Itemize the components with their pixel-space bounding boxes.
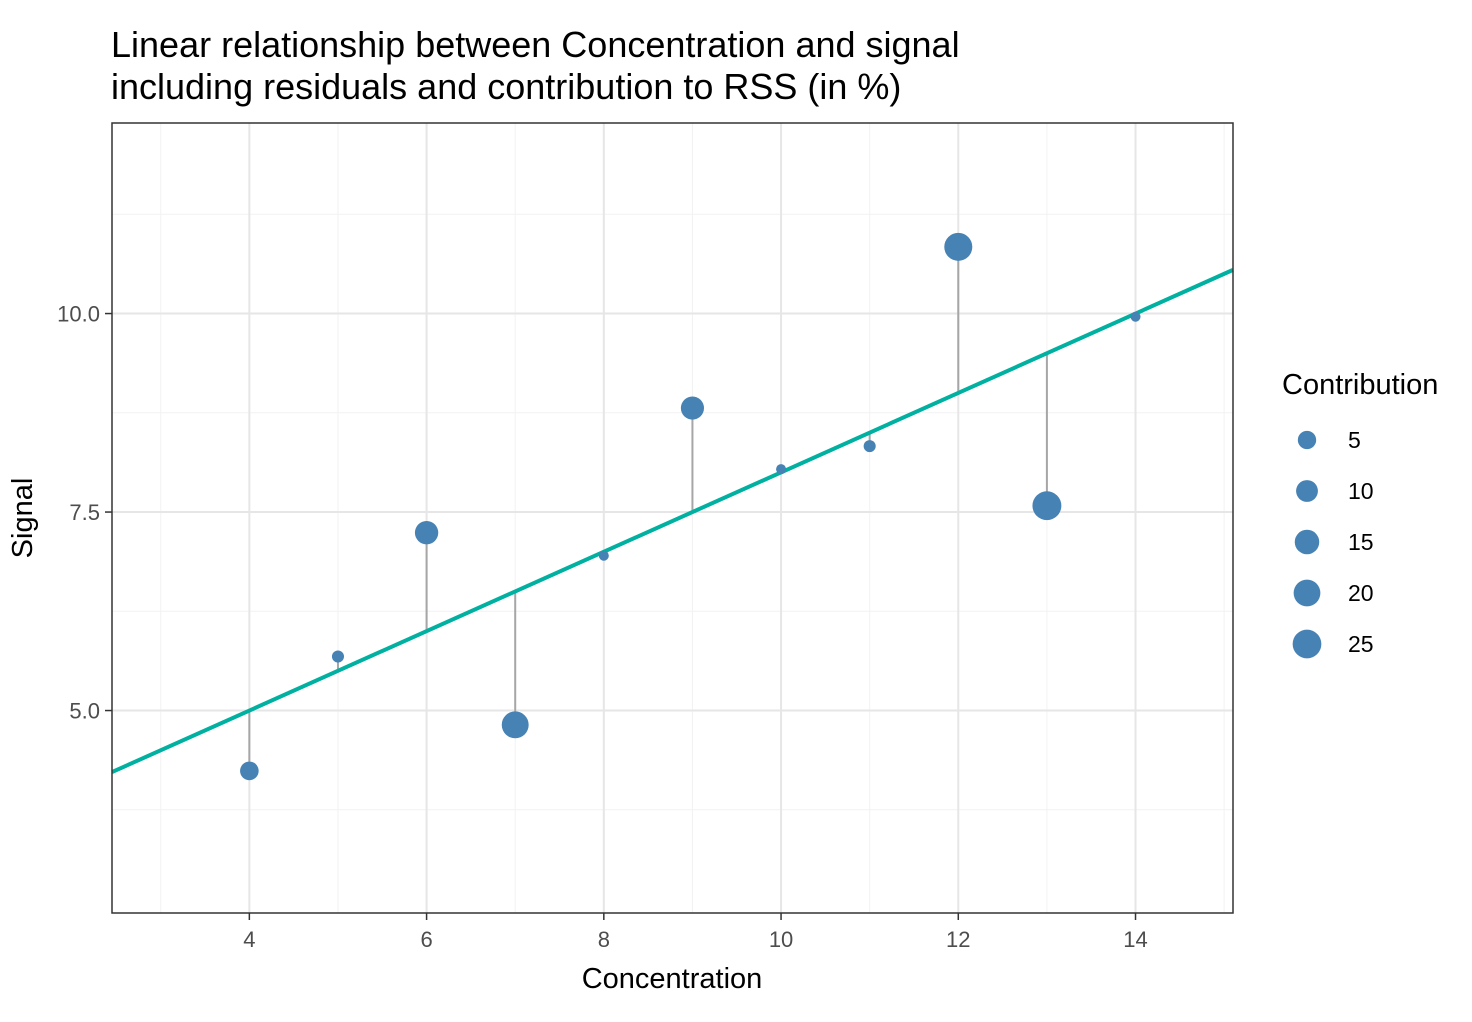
x-tick-label: 4	[243, 927, 255, 952]
legend-label: 25	[1348, 631, 1374, 657]
y-axis-ticks: 5.0 7.5 10.0	[57, 302, 112, 724]
y-axis-title: Signal	[7, 478, 39, 559]
data-point	[680, 396, 705, 420]
fit-line	[111, 268, 1234, 774]
legend-label: 5	[1348, 427, 1361, 453]
y-tick-label: 7.5	[69, 500, 100, 525]
chart-title-line-1: Linear relationship between Concentratio…	[111, 24, 960, 65]
legend-label: 15	[1348, 529, 1374, 555]
y-tick-label: 5.0	[69, 699, 100, 724]
chart-title-line-2: including residuals and contribution to …	[111, 66, 901, 107]
legend-title: Contribution	[1282, 369, 1438, 401]
data-point	[240, 761, 259, 781]
data-point	[598, 550, 609, 561]
legend-key	[1294, 529, 1320, 555]
data-point	[501, 711, 529, 739]
data-point	[1032, 491, 1062, 521]
residual-segments	[248, 246, 1137, 771]
fit-line-group	[111, 268, 1234, 774]
data-point	[944, 232, 973, 261]
legend-key	[1296, 480, 1318, 502]
y-tick-label: 10.0	[57, 302, 100, 327]
data-point	[1130, 311, 1141, 322]
legend-key	[1297, 430, 1317, 450]
legend-key	[1292, 629, 1322, 659]
x-axis-ticks: 4 6 8 10 12 14	[243, 913, 1148, 952]
x-tick-label: 6	[420, 927, 432, 952]
data-point	[776, 464, 787, 475]
x-tick-label: 14	[1123, 927, 1147, 952]
legend: 5 10 15 20 25	[1292, 427, 1374, 659]
x-axis-title: Concentration	[582, 963, 763, 995]
data-point	[331, 650, 344, 663]
plot-panel-border	[111, 122, 1234, 914]
x-tick-label: 8	[598, 927, 610, 952]
legend-label: 20	[1348, 580, 1374, 606]
legend-label: 10	[1348, 478, 1374, 504]
data-point	[414, 521, 439, 545]
legend-key	[1293, 579, 1321, 607]
plot-panel	[112, 123, 1233, 913]
data-point	[863, 440, 876, 453]
x-tick-label: 10	[769, 927, 793, 952]
x-tick-label: 12	[946, 927, 970, 952]
grid-lines	[112, 123, 1233, 913]
data-points	[240, 232, 1141, 781]
